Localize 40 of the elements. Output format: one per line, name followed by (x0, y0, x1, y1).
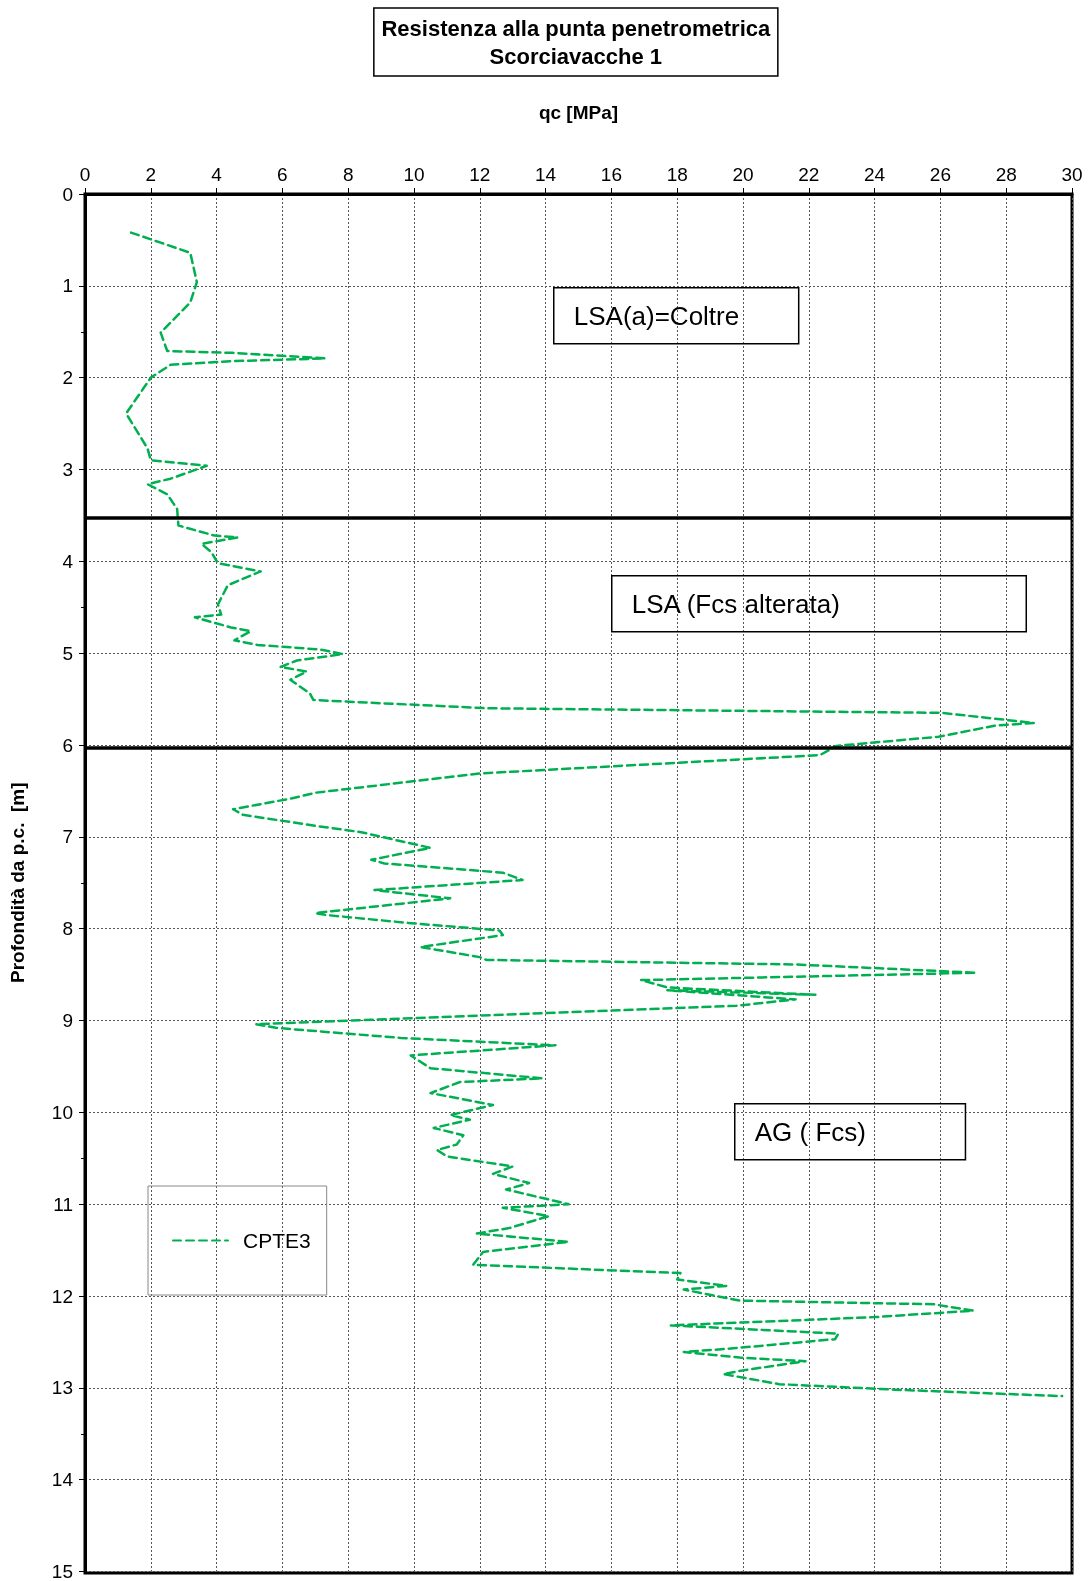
x-tick-label: 24 (864, 164, 886, 185)
y-tick-label: 8 (62, 918, 73, 940)
chart-title: Resistenza alla punta penetrometrica Scorciavacche 1 (381, 15, 771, 69)
y-tick-label: 5 (62, 642, 73, 664)
x-tick-label: 28 (995, 164, 1017, 185)
line-series (124, 231, 1064, 1398)
y-tick-label: 6 (62, 734, 73, 756)
x-tick-label: 16 (600, 164, 622, 185)
annotation: LSA (Fcs alterata) (631, 588, 840, 619)
y-axis-title: Profondità da p.c. [m] (7, 782, 28, 984)
x-tick-label: 10 (403, 164, 425, 185)
x-tick-label: 18 (666, 164, 688, 185)
y-tick-label: 4 (62, 550, 74, 572)
y-tick-label: 12 (51, 1285, 73, 1307)
x-tick-label: 6 (277, 164, 288, 185)
legend-label: CPTE3 (243, 1229, 311, 1252)
y-tick-label: 0 (62, 183, 73, 205)
y-tick-label: 1 (62, 275, 73, 297)
y-tick-label: 13 (51, 1377, 73, 1399)
x-axis-title: qc [MPa] (538, 102, 619, 123)
x-tick-label: 8 (342, 164, 354, 185)
x-tick-label: 20 (732, 164, 754, 185)
y-tick-label: 15 (51, 1561, 73, 1581)
x-tick-label: 30 (1061, 164, 1083, 185)
annotation: LSA(a)=Coltre (573, 300, 740, 331)
y-tick-label: 2 (62, 367, 73, 389)
x-tick-label: 12 (469, 164, 491, 185)
annotation: AG ( Fcs) (754, 1116, 866, 1147)
y-tick-label: 10 (51, 1101, 73, 1123)
y-tick-label: 14 (51, 1469, 74, 1491)
x-tick-label: 14 (535, 164, 557, 185)
x-tick-label: 26 (929, 164, 951, 185)
y-tick-label: 7 (62, 826, 73, 848)
x-tick-label: 0 (79, 164, 91, 185)
x-tick-label: 22 (798, 164, 820, 185)
y-tick-label: 9 (62, 1010, 73, 1031)
y-tick-label: 11 (53, 1193, 73, 1215)
x-tick-label: 2 (145, 164, 157, 185)
y-tick-label: 3 (62, 459, 73, 480)
x-tick-label: 4 (211, 164, 223, 185)
